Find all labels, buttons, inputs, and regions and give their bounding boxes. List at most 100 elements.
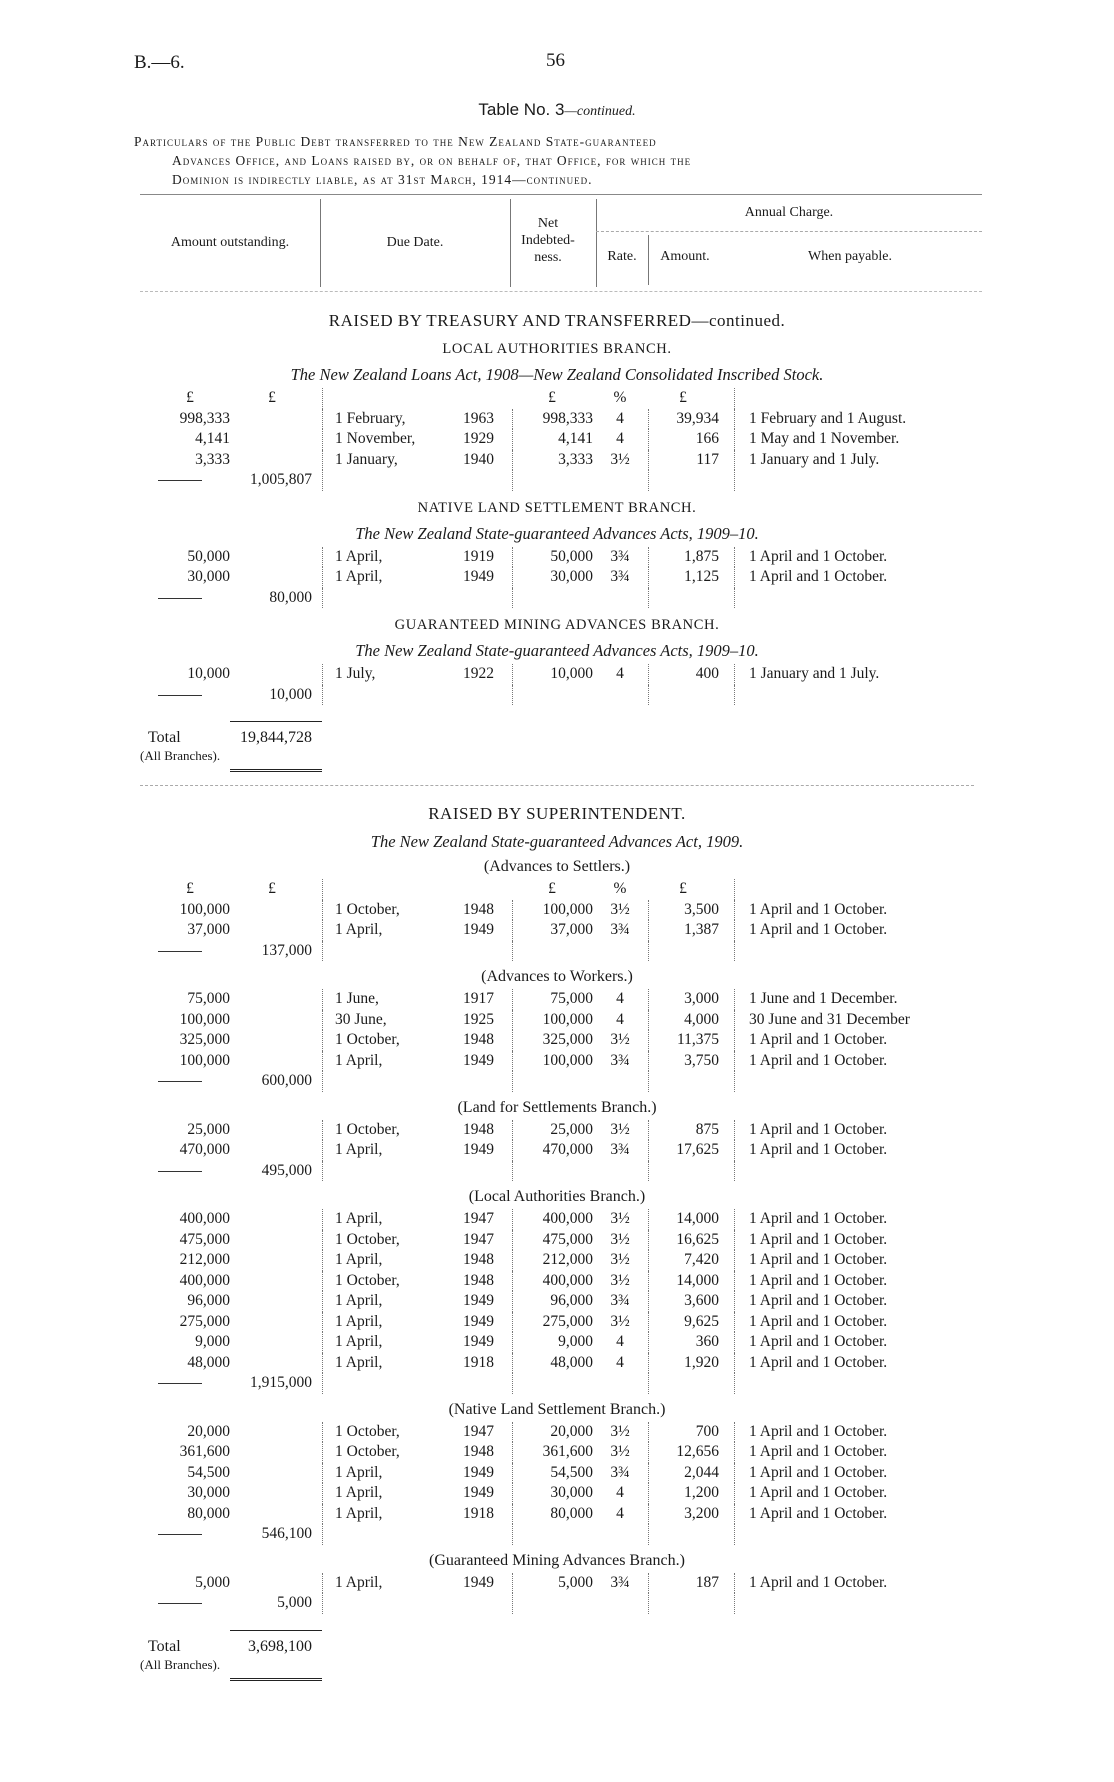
branch-heading: LOCAL AUTHORITIES BRANCH. bbox=[442, 341, 672, 357]
charge-amount-cell: 875 bbox=[648, 1119, 719, 1140]
part-title: RAISED BY TREASURY AND TRANSFERRED—conti… bbox=[328, 311, 786, 330]
due-month-cell: 1 April, bbox=[322, 1050, 445, 1071]
table-row: 400,000 1 April, 1947 400,000 3½ 14,000 1 Apri… bbox=[0, 1209, 1114, 1230]
due-month-cell: 1 April, bbox=[322, 1209, 445, 1230]
rate-cell: 4 bbox=[616, 1010, 624, 1028]
rate-cell: 3½ bbox=[610, 1031, 630, 1048]
charge-amount-cell: 187 bbox=[648, 1572, 719, 1593]
amount-outstanding-cell: 475,000 bbox=[179, 1230, 230, 1248]
subtotal-cell: 546,100 bbox=[158, 1524, 312, 1545]
total-double-rule bbox=[0, 769, 1114, 775]
column-rule bbox=[322, 1160, 445, 1181]
net-indebtedness-cell: 212,000 bbox=[512, 1250, 597, 1271]
due-month-cell: 1 October, bbox=[322, 1119, 445, 1140]
column-rule bbox=[322, 1373, 445, 1394]
due-month-cell: 1 October, bbox=[322, 1442, 445, 1463]
when-payable-cell: 1 April and 1 October. bbox=[734, 1311, 1009, 1332]
due-month-cell: 1 January, bbox=[322, 449, 445, 470]
header-net-indebtedness: Net Indebted-ness. bbox=[521, 216, 575, 265]
charge-amount-cell: 700 bbox=[648, 1421, 719, 1442]
when-payable-cell: 30 June and 31 December bbox=[734, 1009, 1009, 1030]
branch-group: (Land for Settlements Branch.) 25,000 1 Oc… bbox=[0, 1096, 1114, 1181]
table-row: 400,000 1 October, 1948 400,000 3½ 14,000 1 Ap… bbox=[0, 1270, 1114, 1291]
due-month-cell: 1 October, bbox=[322, 1421, 445, 1442]
when-payable-cell: 1 June and 1 December. bbox=[734, 989, 1009, 1010]
when-payable-cell: 1 May and 1 November. bbox=[734, 429, 1009, 450]
charge-amount-cell: 4,000 bbox=[648, 1009, 719, 1030]
due-year-cell: 1929 bbox=[463, 430, 494, 447]
rate-cell: 3½ bbox=[610, 1443, 630, 1460]
subtotal-cell: 10,000 bbox=[158, 685, 312, 706]
charge-amount-cell: 17,625 bbox=[648, 1140, 719, 1161]
column-rule bbox=[648, 1524, 719, 1545]
column-rule bbox=[322, 1071, 445, 1092]
due-month-cell: 1 February, bbox=[322, 408, 445, 429]
subtotal-cell: 137,000 bbox=[158, 941, 312, 962]
rate-cell: 3½ bbox=[610, 1271, 630, 1289]
when-payable-cell: 1 February and 1 August. bbox=[734, 408, 1009, 429]
amount-outstanding-cell: 96,000 bbox=[187, 1292, 230, 1309]
grand-total-row: Total (All Branches). 3,698,100 bbox=[0, 1638, 1114, 1678]
charge-amount-cell: 14,000 bbox=[648, 1209, 719, 1230]
column-rule bbox=[648, 1071, 719, 1092]
column-rule bbox=[734, 470, 1009, 491]
charge-amount-cell: 3,200 bbox=[648, 1503, 719, 1524]
due-year-cell: 1949 bbox=[463, 1484, 494, 1501]
when-payable-cell: 1 April and 1 October. bbox=[734, 1442, 1009, 1463]
column-rule bbox=[322, 1524, 445, 1545]
unit-sub: £ bbox=[268, 389, 276, 406]
when-payable-cell bbox=[734, 879, 1009, 900]
subtotal-row: 600,000 bbox=[0, 1071, 1114, 1092]
when-payable-cell: 1 April and 1 October. bbox=[734, 546, 1009, 567]
rate-cell: 3½ bbox=[610, 1210, 630, 1227]
table-row: 50,000 1 April, 1919 50,000 3¾ 1,875 1 April a… bbox=[0, 546, 1114, 567]
net-indebtedness-cell: 80,000 bbox=[512, 1503, 597, 1524]
total-label: Total bbox=[148, 1637, 181, 1655]
net-indebtedness-cell: 9,000 bbox=[512, 1332, 597, 1353]
charge-amount-cell: 1,387 bbox=[648, 920, 719, 941]
column-rule bbox=[512, 1373, 597, 1394]
due-month-cell: 1 October, bbox=[322, 1229, 445, 1250]
amount-outstanding-cell: 54,500 bbox=[187, 1463, 230, 1481]
charge-amount-cell: 16,625 bbox=[648, 1229, 719, 1250]
when-payable-cell: 1 April and 1 October. bbox=[734, 899, 1009, 920]
amount-outstanding-cell: 470,000 bbox=[179, 1141, 230, 1158]
header-due-date: Due Date. bbox=[386, 235, 444, 250]
due-month-cell: 1 October, bbox=[322, 899, 445, 920]
table-row: 998,333 1 February, 1963 998,333 4 39,934 1 Fe… bbox=[0, 408, 1114, 429]
column-rule bbox=[512, 1524, 597, 1545]
due-month-cell: 1 April, bbox=[322, 1352, 445, 1373]
table-row: 30,000 1 April, 1949 30,000 3¾ 1,125 1 April a… bbox=[0, 567, 1114, 588]
table-row: 96,000 1 April, 1949 96,000 3¾ 3,600 1 April a… bbox=[0, 1291, 1114, 1312]
due-month-cell: 1 July, bbox=[322, 664, 445, 685]
rate-cell: 4 bbox=[616, 1333, 624, 1350]
when-payable-cell: 1 April and 1 October. bbox=[734, 1503, 1009, 1524]
table-row: 275,000 1 April, 1949 275,000 3½ 9,625 1 April… bbox=[0, 1311, 1114, 1332]
charge-amount-cell: 3,000 bbox=[648, 989, 719, 1010]
subtotal-row: 137,000 bbox=[0, 940, 1114, 962]
rate-cell: 3½ bbox=[610, 1120, 630, 1138]
amount-outstanding-cell: 275,000 bbox=[179, 1312, 230, 1330]
subtotal-row: 5,000 bbox=[0, 1593, 1114, 1614]
net-indebtedness-cell: 37,000 bbox=[512, 920, 597, 941]
column-rule bbox=[512, 1593, 597, 1614]
amount-outstanding-cell: 100,000 bbox=[179, 900, 230, 918]
header-amount: Amount. bbox=[660, 249, 710, 264]
total-value: 19,844,728 bbox=[240, 729, 312, 746]
due-year-cell: 1918 bbox=[463, 1353, 494, 1371]
branch-group: LOCAL AUTHORITIES BRANCH. The New Zealand… bbox=[0, 336, 1114, 491]
description-line: Advances Office, and Loans raised by, or… bbox=[172, 153, 692, 168]
subtotal-rule bbox=[158, 950, 202, 952]
column-rule bbox=[322, 1593, 445, 1614]
header-rate: Rate. bbox=[607, 249, 637, 264]
table-row: 75,000 1 June, 1917 75,000 4 3,000 1 June and … bbox=[0, 989, 1114, 1010]
rate-cell: 4 bbox=[616, 1484, 624, 1501]
amount-outstanding-cell: 400,000 bbox=[179, 1271, 230, 1289]
description-line: Dominion is indirectly liable, as at 31s… bbox=[172, 172, 593, 187]
due-year-cell: 1963 bbox=[463, 409, 494, 427]
table-row: 4,141 1 November, 1929 4,141 4 166 1 May and 1… bbox=[0, 429, 1114, 450]
due-year-cell: 1949 bbox=[463, 1463, 494, 1481]
when-payable-cell bbox=[734, 388, 1009, 409]
due-year-cell: 1918 bbox=[463, 1504, 494, 1522]
table-row: 475,000 1 October, 1947 475,000 3½ 16,625 1 Ap… bbox=[0, 1229, 1114, 1250]
